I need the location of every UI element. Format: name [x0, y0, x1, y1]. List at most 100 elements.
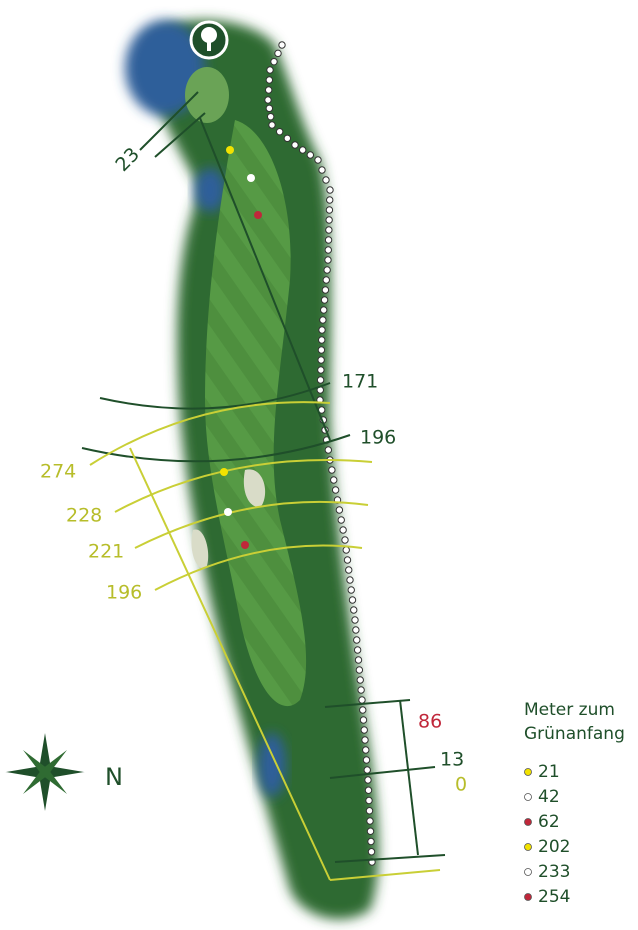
- boundary-dot: [265, 97, 271, 103]
- distance-label: 196: [360, 427, 396, 449]
- legend: 21 42 62 202 233 254: [525, 762, 571, 907]
- boundary-dot: [354, 637, 360, 643]
- boundary-dot: [325, 237, 331, 243]
- compass: [3, 730, 87, 814]
- boundary-dot: [317, 377, 323, 383]
- boundary-dot: [352, 617, 358, 623]
- boundary-dot: [362, 737, 368, 743]
- boundary-dot: [265, 87, 271, 93]
- boundary-dot: [266, 77, 272, 83]
- boundary-dot: [346, 567, 352, 573]
- legend-label: 233: [538, 862, 570, 882]
- boundary-dot: [326, 207, 332, 213]
- distance-label: 23: [111, 143, 144, 176]
- legend-marker: [525, 769, 532, 776]
- boundary-dot: [327, 197, 333, 203]
- legend-marker: [525, 819, 532, 826]
- boundary-dot: [365, 777, 371, 783]
- distance-label: 0: [455, 774, 467, 796]
- legend-label: 254: [538, 887, 570, 907]
- legend-marker: [525, 844, 532, 851]
- boundary-dot: [332, 487, 338, 493]
- boundary-dot: [360, 717, 366, 723]
- legend-label: 42: [538, 787, 560, 807]
- boundary-dot: [279, 42, 285, 48]
- legend-marker: [525, 869, 532, 876]
- boundary-dot: [349, 597, 355, 603]
- water: [258, 733, 286, 797]
- boundary-dot: [331, 477, 337, 483]
- boundary-dot: [361, 727, 367, 733]
- boundary-dot: [353, 627, 359, 633]
- boundary-dot: [325, 447, 331, 453]
- boundary-dot: [327, 187, 333, 193]
- boundary-dot: [319, 337, 325, 343]
- boundary-dot: [359, 697, 365, 703]
- boundary-dot: [318, 347, 324, 353]
- boundary-dot: [318, 357, 324, 363]
- legend-label: 202: [538, 837, 570, 857]
- legend-marker: [525, 794, 532, 801]
- boundary-dot: [320, 317, 326, 323]
- boundary-dot: [356, 667, 362, 673]
- green: [185, 67, 229, 123]
- compass-label: N: [105, 763, 123, 791]
- distance-label: 86: [418, 711, 442, 733]
- boundary-dot: [276, 128, 282, 134]
- boundary-dot: [284, 135, 290, 141]
- boundary-dot: [318, 367, 324, 373]
- boundary-dot: [358, 687, 364, 693]
- boundary-dot: [275, 50, 281, 56]
- boundary-dot: [319, 167, 325, 173]
- boundary-dot: [324, 267, 330, 273]
- boundary-dot: [348, 587, 354, 593]
- boundary-dot: [366, 808, 372, 814]
- boundary-dot: [366, 797, 372, 803]
- boundary-dot: [355, 657, 361, 663]
- boundary-dot: [368, 849, 374, 855]
- boundary-dot: [271, 58, 277, 64]
- boundary-dot: [325, 257, 331, 263]
- boundary-dot: [329, 467, 335, 473]
- boundary-dot: [323, 177, 329, 183]
- legend-title: Meter zum: [524, 700, 615, 720]
- boundary-dot: [323, 277, 329, 283]
- boundary-dot: [338, 517, 344, 523]
- boundary-dot: [321, 307, 327, 313]
- boundary-dot: [344, 557, 350, 563]
- boundary-dot: [340, 527, 346, 533]
- boundary-dot: [363, 747, 369, 753]
- boundary-dot: [267, 113, 273, 119]
- boundary-dot: [347, 577, 353, 583]
- boundary-dot: [343, 547, 349, 553]
- boundary-dot: [336, 507, 342, 513]
- boundary-dot: [351, 607, 357, 613]
- boundary-dot: [354, 647, 360, 653]
- distance-label: 221: [88, 541, 124, 563]
- legend-label: 21: [538, 762, 560, 782]
- distance-label: 274: [40, 461, 76, 483]
- boundary-dot: [326, 227, 332, 233]
- boundary-dot: [365, 787, 371, 793]
- legend-marker: [525, 894, 532, 901]
- distance-label: 228: [66, 505, 102, 527]
- boundary-dot: [292, 142, 298, 148]
- boundary-dot: [367, 828, 373, 834]
- boundary-dot: [267, 67, 273, 73]
- hole-map: N 23 171 196 274 228 221 196 86 13 0 Met…: [0, 0, 638, 930]
- boundary-dot: [363, 757, 369, 763]
- distance-label: 196: [106, 582, 142, 604]
- boundary-dot: [342, 537, 348, 543]
- boundary-dot: [266, 105, 272, 111]
- distance-label: 171: [342, 371, 378, 393]
- flag-logo: [191, 22, 227, 58]
- boundary-dot: [315, 157, 321, 163]
- boundary-dot: [360, 707, 366, 713]
- legend-label: 62: [538, 812, 560, 832]
- boundary-dot: [269, 122, 275, 128]
- boundary-dot: [319, 327, 325, 333]
- legend-title: Grünanfang: [524, 724, 625, 744]
- terrain: [125, 20, 378, 919]
- boundary-dot: [307, 152, 313, 158]
- boundary-dot: [299, 147, 305, 153]
